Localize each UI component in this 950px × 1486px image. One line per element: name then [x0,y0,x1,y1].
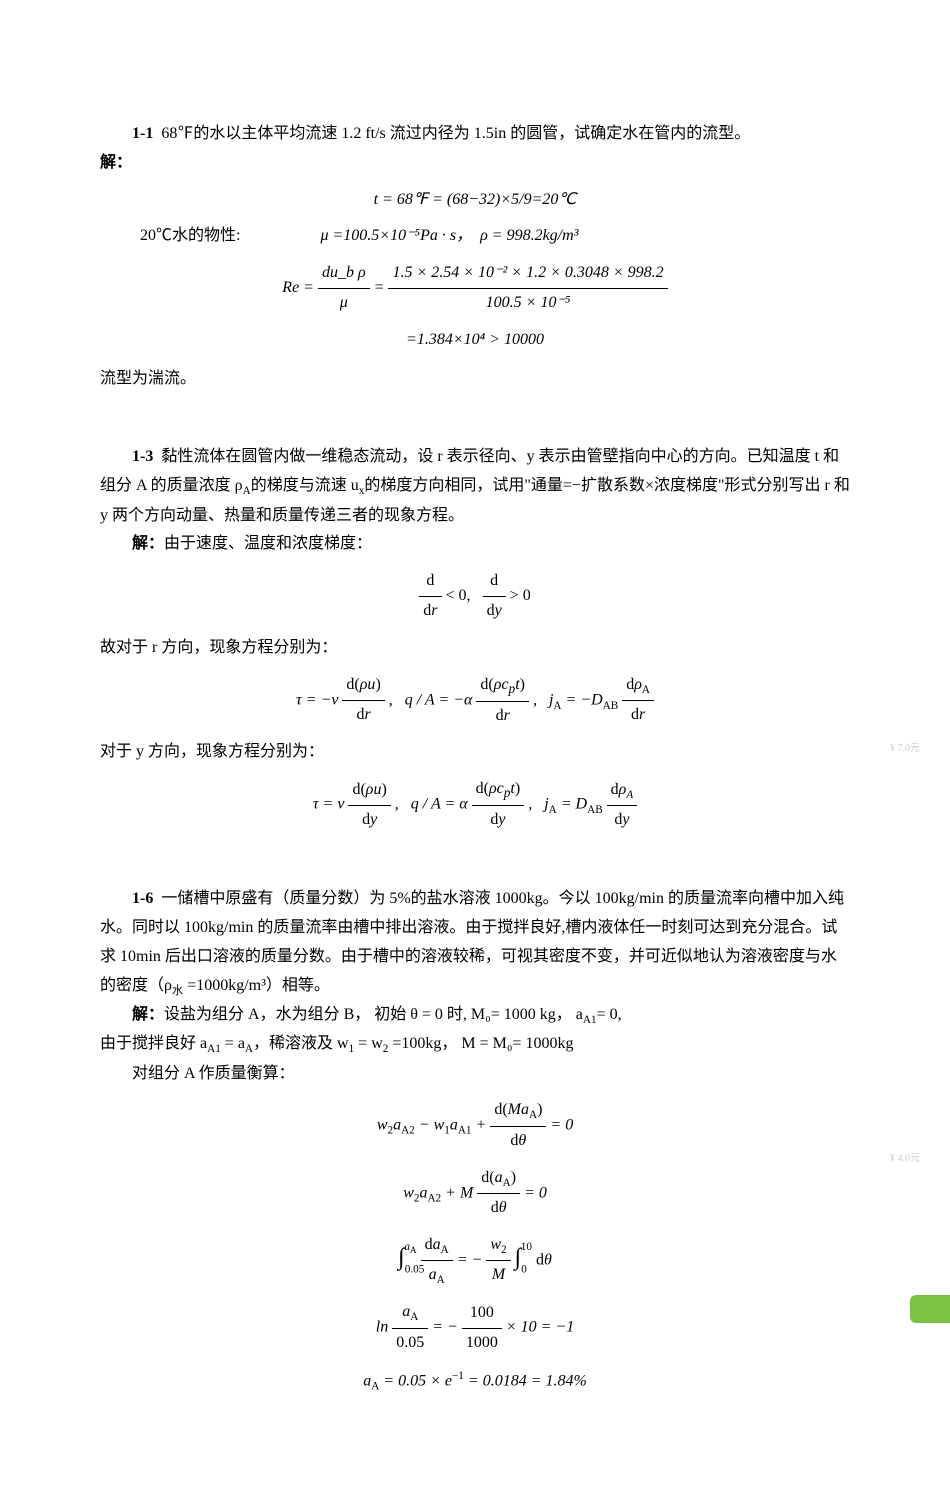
integral-eq: ∫0.05aA daAaA = − w2M ∫010 dθ [100,1231,850,1291]
gradient-signs: ddr < 0, ddy > 0 [100,567,850,626]
problem-number: 1-3 [132,448,153,465]
problem-statement: 68℉的水以主体平均流速 1.2 ft/s 流过内径为 1.5in 的圆管，试确… [161,125,750,142]
problem-1-3-title: 1-3 黏性流体在圆管内做一维稳态流动，设 r 表示径向、y 表示由管壁指向中心… [100,443,850,530]
reynolds-equation: Re = du_b ρ μ = 1.5 × 2.54 × 10⁻² × 1.2 … [100,259,850,318]
ln-eq: ln aA0.05 = − 1001000 × 10 = −1 [100,1298,850,1357]
equation-temp: t = 68℉ = (68−32)×5/9=20℃ [100,186,850,215]
problem-number: 1-1 [132,125,153,142]
answer-label: 解： [100,149,850,178]
answer-1-3: 解：由于速度、温度和浓度梯度： [100,530,850,559]
balance-label: 对组分 A 作质量衡算： [100,1060,850,1089]
conclusion-1-1: 流型为湍流。 [100,365,850,394]
r-direction-label: 故对于 r 方向，现象方程分别为： [100,634,850,663]
green-corner-badge [910,1295,950,1323]
y-direction-label: 对于 y 方向，现象方程分别为： [100,738,850,767]
frac-re2: 1.5 × 2.54 × 10⁻² × 1.2 × 0.3048 × 998.2… [388,259,667,318]
property-row: 20℃水的物性: μ =100.5×10⁻⁵Pa · s， ρ = 998.2k… [100,222,850,251]
setup-line-2: 由于搅拌良好 aA1 = aA，稀溶液及 w1 = w2 =100kg， M =… [100,1030,850,1059]
final-result: aA = 0.05 × e−1 = 0.0184 = 1.84% [100,1366,850,1397]
setup-line-1: 解：设盐为组分 A，水为组分 B， 初始 θ = 0 时, M₀= 1000 k… [100,1001,850,1030]
problem-1-6-title: 1-6 一储槽中原盛有（质量分数）为 5%的盐水溶液 1000kg。今以 100… [100,885,850,1001]
mass-balance-eq2: w2aA2 + M d(aA)dθ = 0 [100,1164,850,1223]
problem-1-1-title: 1-1 68℉的水以主体平均流速 1.2 ft/s 流过内径为 1.5in 的圆… [100,120,850,149]
property-label: 20℃水的物性: [140,222,240,251]
problem-number: 1-6 [132,890,153,907]
problem-1-6: 1-6 一储槽中原盛有（质量分数）为 5%的盐水溶液 1000kg。今以 100… [100,885,850,1396]
r-direction-equations: τ = −ν d(ρu)dr , q / A = −α d(ρcpt)dr , … [100,671,850,731]
y-direction-equations: τ = ν d(ρu)dy , q / A = α d(ρcpt)dy , jA… [100,775,850,835]
frac-re1: du_b ρ μ [318,259,370,318]
rho-value: ρ = 998.2kg/m³ [480,222,578,251]
mass-balance-eq1: w2aA2 − w1aA1 + d(MaA)dθ = 0 [100,1096,850,1155]
watermark-1: ¥ 7.0元 [890,740,920,758]
watermark-2: ¥ 4.0元 [890,1150,920,1168]
mu-value: μ =100.5×10⁻⁵Pa · s， [320,222,472,251]
reynolds-result: =1.384×10⁴ > 10000 [100,326,850,355]
problem-1-1: 1-1 68℉的水以主体平均流速 1.2 ft/s 流过内径为 1.5in 的圆… [100,120,850,393]
problem-1-3: 1-3 黏性流体在圆管内做一维稳态流动，设 r 表示径向、y 表示由管壁指向中心… [100,443,850,835]
